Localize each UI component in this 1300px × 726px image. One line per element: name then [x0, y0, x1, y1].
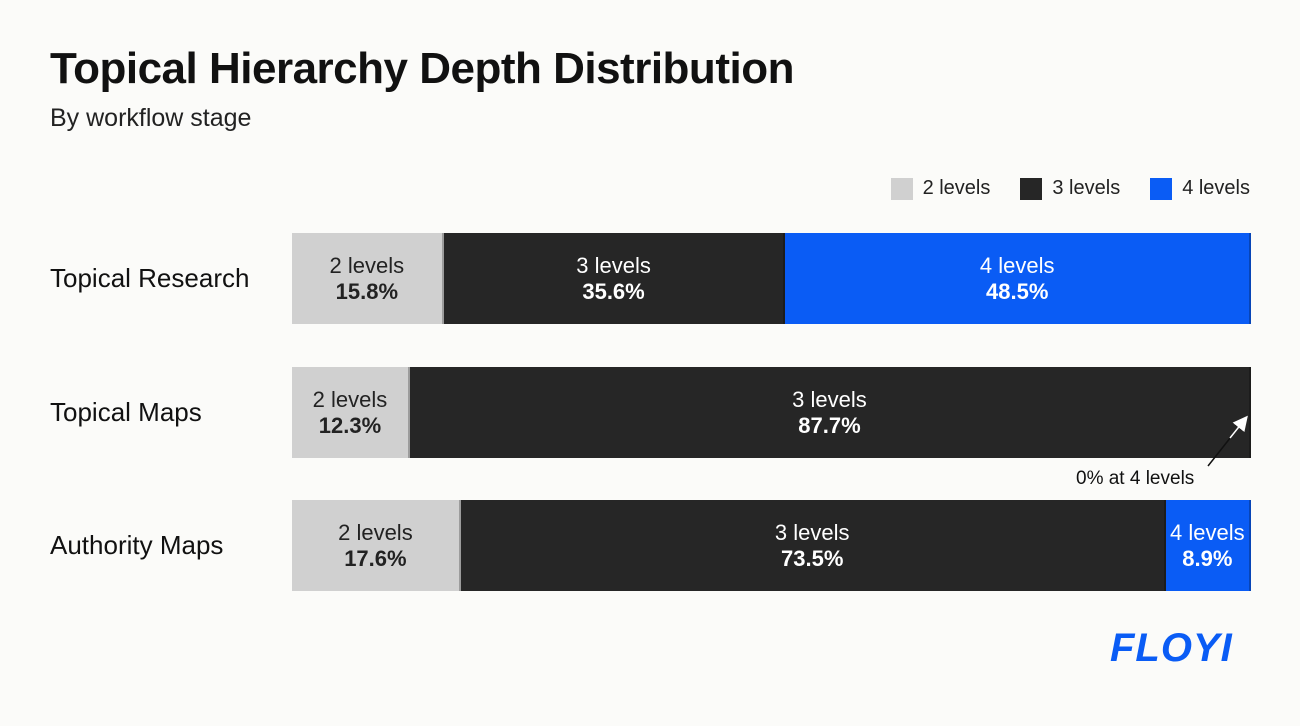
segment-value-label: 17.6% [344, 545, 407, 571]
segment-value-label: 35.6% [582, 278, 645, 304]
segment-value-label: 15.8% [335, 278, 399, 304]
category-label: Authority Maps [50, 530, 224, 560]
category-label: Topical Research [50, 263, 250, 293]
chart-title: Topical Hierarchy Depth Distribution [50, 44, 794, 93]
segment-value-label: 73.5% [781, 545, 844, 571]
bar-segment: 4 levels 48.5% [785, 233, 1251, 324]
segment-series-label: 2 levels [338, 519, 413, 545]
legend-swatch [1020, 177, 1043, 200]
legend-label: 2 levels [922, 177, 991, 199]
annotation-label: 0% at 4 levels [1076, 468, 1195, 489]
segment-series-label: 3 levels [792, 386, 867, 412]
bar-segment: 3 levels 87.7% [409, 367, 1251, 458]
bar-segment: 2 levels 17.6% [292, 500, 461, 591]
segment-series-label: 4 levels [1170, 519, 1245, 545]
chart-subtitle: By workflow stage [50, 104, 252, 132]
segment-value-label: 87.7% [798, 412, 861, 438]
stacked-bar: 2 levels 12.3% 3 levels 87.7% [292, 367, 1251, 458]
legend-label: 4 levels [1182, 177, 1250, 199]
floyi-logo: FLOYI [1110, 626, 1233, 670]
segment-series-label: 3 levels [576, 252, 651, 278]
bar-segment: 3 levels 35.6% [443, 233, 786, 324]
stacked-bar: 2 levels 15.8% 3 levels 35.6% 4 levels 48.5% [292, 233, 1251, 324]
legend-swatch [890, 177, 913, 200]
segment-value-label: 48.5% [986, 278, 1049, 304]
legend-swatch [1150, 177, 1173, 200]
segment-value-label: 12.3% [318, 412, 382, 438]
legend: 2 levels 3 levels 4 levels [890, 177, 1250, 200]
legend-item: 3 levels [1020, 177, 1120, 200]
segment-series-label: 4 levels [979, 252, 1055, 278]
legend-item: 2 levels [890, 177, 991, 200]
category-label: Topical Maps [50, 397, 202, 427]
segment-series-label: 3 levels [774, 519, 850, 545]
segment-series-label: 2 levels [329, 252, 405, 278]
bar-segment: 4 levels 8.9% [1165, 500, 1251, 591]
bar-segment: 2 levels 15.8% [292, 233, 444, 324]
legend-label: 3 levels [1052, 177, 1121, 199]
bar-segment: 3 levels 73.5% [460, 500, 1166, 591]
segment-series-label: 2 levels [312, 386, 388, 412]
stacked-bar: 2 levels 17.6% 3 levels 73.5% 4 levels 8.9% [292, 500, 1251, 591]
legend-item: 4 levels [1150, 177, 1250, 200]
bar-segment: 2 levels 12.3% [292, 367, 410, 458]
segment-value-label: 8.9% [1182, 545, 1233, 571]
